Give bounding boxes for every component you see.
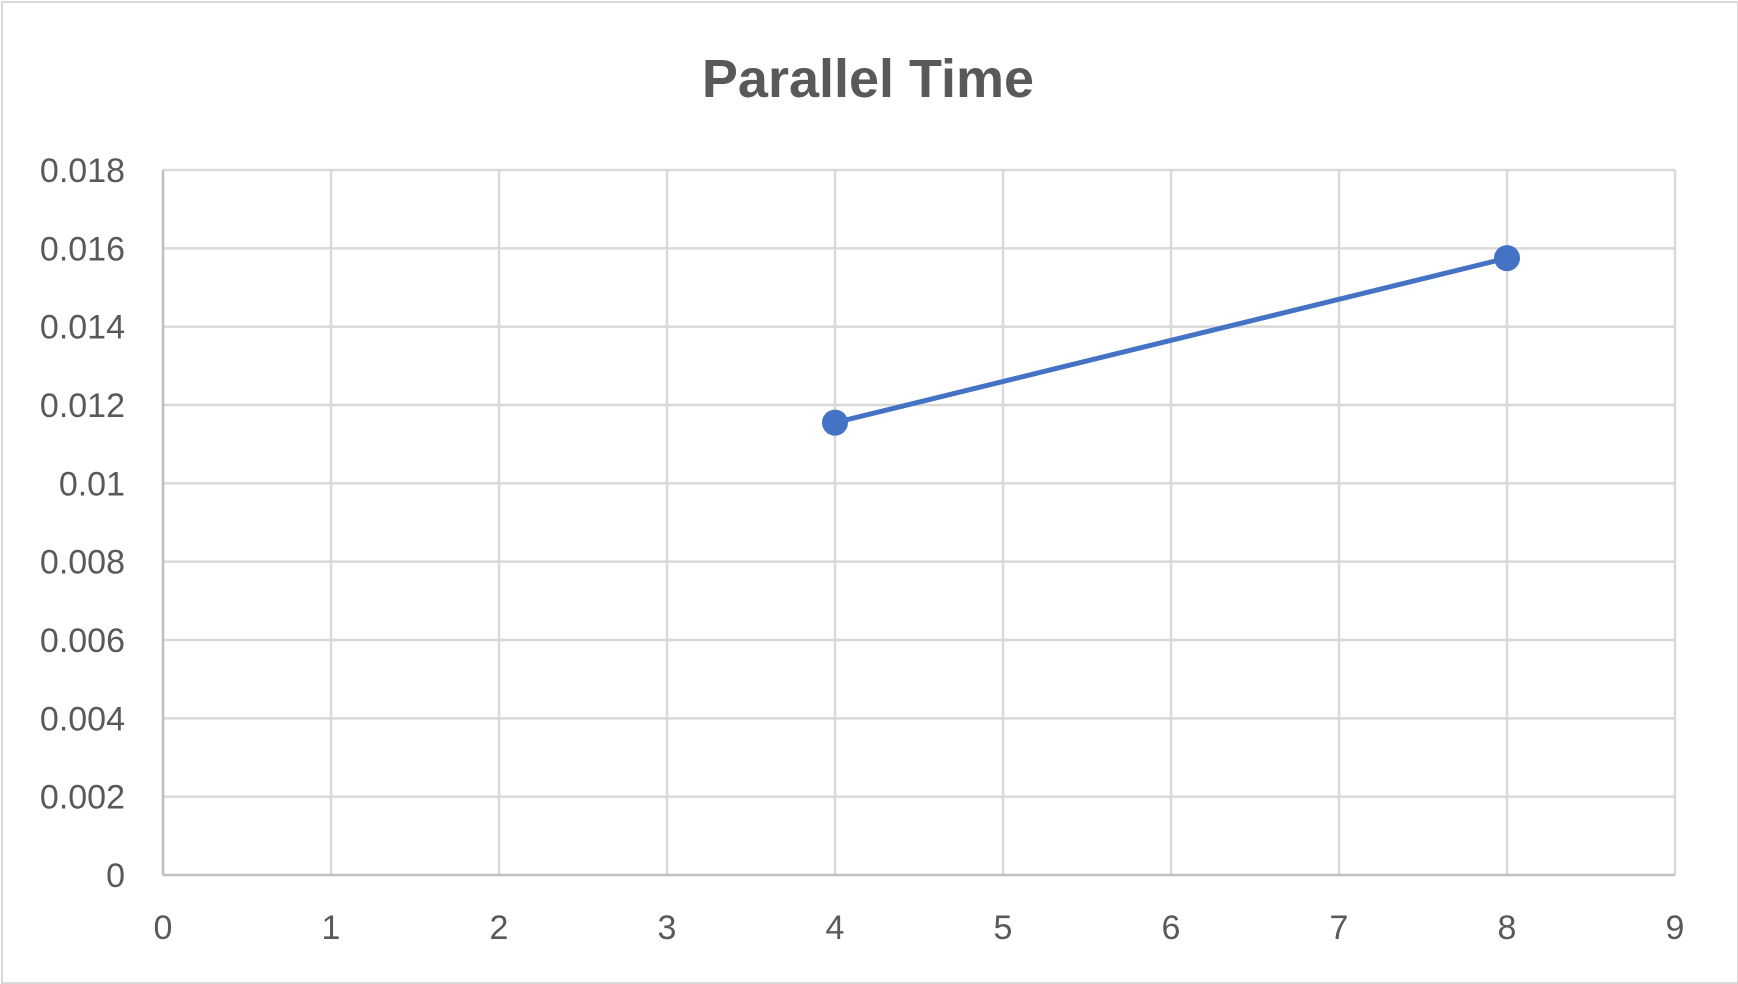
y-tick-label: 0.002 <box>40 779 125 817</box>
x-tick-label: 9 <box>1666 909 1685 947</box>
y-tick-label: 0.018 <box>40 152 125 190</box>
y-tick-label: 0.014 <box>40 309 125 347</box>
x-tick-label: 0 <box>154 909 173 947</box>
data-point <box>1494 245 1520 272</box>
y-tick-label: 0.006 <box>40 622 125 660</box>
series-line <box>832 255 1510 426</box>
axes <box>161 170 1675 877</box>
gridlines <box>163 168 1677 875</box>
y-tick-label: 0 <box>106 857 125 895</box>
y-tick-label: 0.016 <box>40 230 125 268</box>
y-tick-label: 0.008 <box>40 544 125 582</box>
x-tick-label: 7 <box>1330 909 1349 947</box>
y-tick-label: 0.004 <box>40 700 125 738</box>
y-tick-labels: 0 0.002 0.004 0.006 0.008 0.01 0.012 0.014 0.016… <box>40 152 125 895</box>
x-tick-label: 4 <box>826 909 845 947</box>
data-point <box>822 409 848 436</box>
x-tick-label: 5 <box>994 909 1013 947</box>
x-tick-label: 1 <box>322 909 341 947</box>
x-tick-label: 6 <box>1162 909 1181 947</box>
x-tick-label: 3 <box>658 909 677 947</box>
series-layer <box>822 245 1520 436</box>
y-tick-label: 0.012 <box>40 387 125 425</box>
y-tick-label: 0.01 <box>59 465 125 503</box>
chart-title: Parallel Time <box>702 49 1034 109</box>
x-tick-labels: 0 1 2 3 4 5 6 7 8 9 <box>154 909 1685 947</box>
x-tick-label: 2 <box>490 909 509 947</box>
x-tick-label: 8 <box>1498 909 1517 947</box>
